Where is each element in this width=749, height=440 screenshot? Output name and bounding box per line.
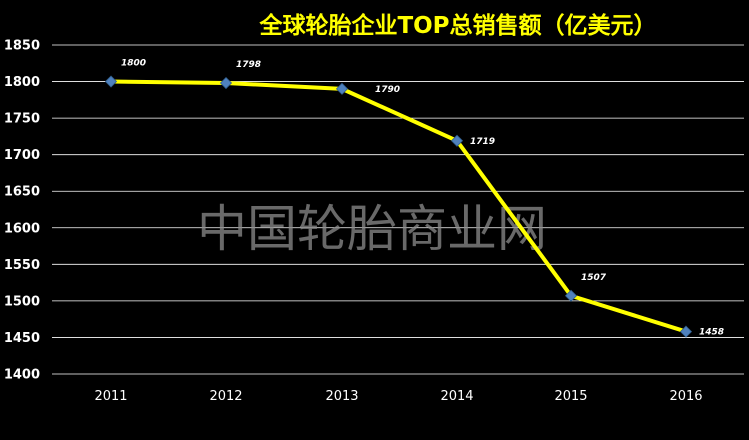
data-point-marker xyxy=(104,75,118,88)
y-tick-label: 1550 xyxy=(4,258,40,273)
x-tick-label: 2011 xyxy=(94,389,127,404)
data-label: 1790 xyxy=(375,85,400,95)
data-label: 1798 xyxy=(236,60,261,70)
x-tick-label: 2013 xyxy=(325,389,358,404)
y-tick-label: 1750 xyxy=(4,112,40,127)
y-tick-label: 1800 xyxy=(4,75,40,90)
data-point-marker xyxy=(679,325,693,338)
y-tick-label: 1700 xyxy=(4,148,40,163)
series-layer xyxy=(110,79,687,334)
x-tick-label: 2014 xyxy=(440,389,473,404)
y-tick-label: 1600 xyxy=(4,221,40,236)
data-label: 1507 xyxy=(581,273,607,283)
chart-title: 全球轮胎企业TOP总销售额（亿美元） xyxy=(258,12,656,39)
data-point-marker xyxy=(335,82,349,95)
x-tick-label: 2015 xyxy=(554,389,587,404)
y-tick-label: 1650 xyxy=(4,185,40,200)
x-axis-ticks: 2011 2012 2013 2014 2015 2016 xyxy=(94,389,702,404)
x-tick-label: 2012 xyxy=(209,389,242,404)
data-label: 1800 xyxy=(121,59,146,69)
series-line xyxy=(110,79,687,334)
x-tick-label: 2016 xyxy=(669,389,702,404)
y-tick-label: 1500 xyxy=(4,294,40,309)
data-point-marker xyxy=(219,76,233,90)
y-tick-label: 1850 xyxy=(4,39,40,54)
y-axis-ticks: 1400 1450 1500 1550 1600 1650 1700 1750 1800 1850 xyxy=(4,39,40,383)
y-tick-label: 1400 xyxy=(4,368,40,383)
watermark-text: 中国轮胎商业网 xyxy=(197,200,547,258)
data-label: 1458 xyxy=(699,328,724,338)
data-label: 1719 xyxy=(470,137,495,147)
data-point-marker xyxy=(450,134,464,147)
markers xyxy=(104,75,693,338)
data-labels: 1800 1798 1790 1719 1507 1458 xyxy=(121,59,724,338)
data-point-marker xyxy=(564,289,578,302)
y-tick-label: 1450 xyxy=(4,331,40,346)
